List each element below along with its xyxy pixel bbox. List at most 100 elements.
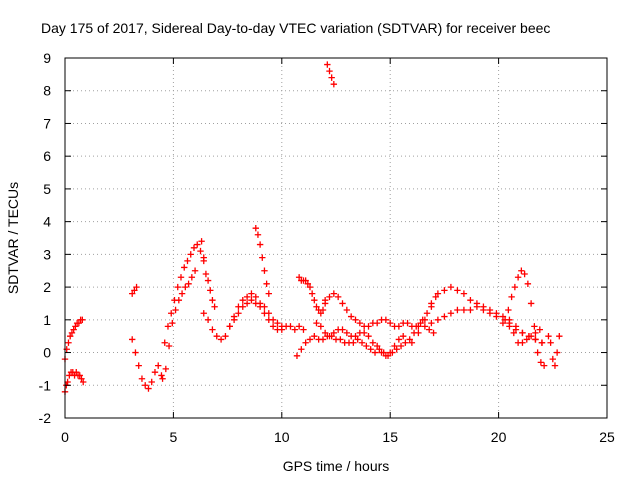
data-point-seg-m — [334, 293, 342, 301]
data-point-seg-h — [226, 323, 233, 330]
y-tick-label: 7 — [43, 115, 51, 131]
data-point-seg-b — [78, 375, 85, 382]
data-point-seg-g — [209, 326, 216, 333]
data-point-seg-d — [197, 247, 204, 255]
data-point-seg-o — [460, 290, 468, 297]
data-point-seg-p — [532, 336, 539, 343]
data-point-seg-j — [298, 346, 305, 353]
data-point-seg-j — [354, 336, 361, 343]
data-point-seg-q — [505, 306, 512, 314]
data-point-seg-p — [538, 339, 546, 346]
data-point-seg-f — [211, 303, 218, 310]
data-point-seg-a — [65, 339, 72, 346]
data-point-seg-n — [387, 349, 394, 356]
data-point-seg-d — [161, 339, 168, 346]
y-tick-label: 6 — [43, 148, 51, 164]
data-point-seg-e — [165, 342, 173, 350]
data-point-seg-j — [367, 346, 374, 353]
data-point-seg-j — [319, 336, 327, 343]
data-point-seg-f — [209, 296, 216, 304]
data-point-seg-s — [545, 332, 552, 340]
data-point-seg-q — [514, 274, 522, 281]
plot-frame — [64, 57, 608, 419]
data-point-seg-n — [373, 342, 381, 350]
data-point-seg-g — [243, 293, 251, 301]
data-point-seg-n — [395, 336, 403, 343]
data-point-seg-l — [328, 74, 335, 81]
data-point-seg-k — [313, 303, 320, 310]
data-point-seg-d — [138, 375, 146, 382]
data-point-seg-o — [428, 303, 435, 310]
y-tick-label: -1 — [39, 377, 52, 393]
data-point-seg-p — [447, 310, 455, 317]
data-point-seg-g — [291, 326, 299, 333]
y-axis-label: SDTVAR / TECUs — [5, 182, 21, 294]
y-tick-label: 5 — [43, 181, 51, 197]
x-tick-labels: 0 5 10 15 20 25 — [61, 429, 615, 445]
data-point-seg-d — [135, 362, 142, 369]
data-point-seg-n — [365, 332, 372, 340]
data-point-seg-n — [330, 329, 338, 337]
y-tick-label: 9 — [43, 50, 51, 66]
data-point-seg-m — [321, 296, 329, 304]
data-point-seg-m — [339, 300, 346, 307]
data-point-seg-h — [252, 300, 259, 307]
data-point-seg-k — [308, 290, 316, 297]
data-point-seg-p — [428, 319, 435, 327]
data-point-seg-m — [395, 323, 403, 330]
data-point-seg-d — [184, 257, 191, 265]
data-point-seg-r — [532, 329, 539, 337]
data-point-seg-o — [499, 313, 507, 320]
data-point-seg-m — [413, 323, 420, 330]
data-point-seg-n — [339, 326, 346, 333]
data-point-seg-p — [493, 313, 500, 320]
data-point-seg-g — [274, 319, 281, 327]
data-point-seg-h — [278, 326, 285, 333]
data-point-seg-s — [549, 355, 556, 363]
data-point-seg-o — [447, 283, 455, 291]
axis-ticks — [64, 57, 608, 419]
data-point-seg-h — [248, 296, 255, 304]
data-point-seg-g — [248, 290, 255, 297]
data-point-seg-r — [523, 336, 530, 343]
data-point-seg-d — [129, 336, 136, 343]
data-point-seg-h — [239, 303, 246, 310]
data-point-seg-h — [243, 300, 251, 307]
data-point-seg-m — [356, 319, 364, 327]
data-point-seg-b — [73, 368, 80, 376]
data-point-seg-s — [551, 362, 559, 369]
data-point-seg-p — [480, 306, 487, 314]
data-point-seg-p — [473, 303, 481, 310]
data-point-seg-d — [174, 283, 181, 291]
data-point-seg-c — [133, 283, 140, 291]
data-point-seg-k — [306, 283, 314, 291]
data-point-seg-q — [511, 283, 519, 291]
data-point-seg-m — [404, 319, 411, 327]
data-point-seg-d — [158, 372, 165, 379]
data-point-seg-r — [506, 316, 513, 324]
data-point-seg-j — [397, 342, 405, 350]
data-point-seg-j — [376, 346, 383, 353]
data-point-seg-n — [313, 319, 320, 327]
data-point-seg-m — [373, 319, 381, 327]
data-point-seg-l — [324, 61, 331, 68]
data-point-seg-n — [369, 339, 377, 346]
data-point-seg-g — [300, 326, 307, 333]
data-point-seg-i — [265, 290, 272, 297]
data-point-seg-h — [261, 310, 268, 317]
data-point-seg-n — [317, 323, 325, 330]
y-tick-label: 3 — [43, 246, 51, 262]
y-tick-labels: -2 -1 0 1 2 3 4 5 6 7 8 9 — [39, 50, 52, 426]
data-point-seg-h — [235, 310, 242, 317]
data-point-seg-r — [510, 329, 517, 337]
data-point-seg-j — [302, 339, 309, 346]
x-tick-label: 20 — [491, 429, 507, 445]
data-point-seg-s — [553, 349, 561, 356]
data-point-seg-m — [330, 290, 338, 297]
data-point-seg-p — [519, 329, 526, 337]
data-point-seg-e — [172, 306, 179, 314]
data-point-seg-e — [191, 267, 199, 274]
data-point-seg-e — [182, 283, 189, 291]
data-point-seg-o — [454, 287, 461, 294]
data-point-seg-m — [421, 323, 429, 330]
